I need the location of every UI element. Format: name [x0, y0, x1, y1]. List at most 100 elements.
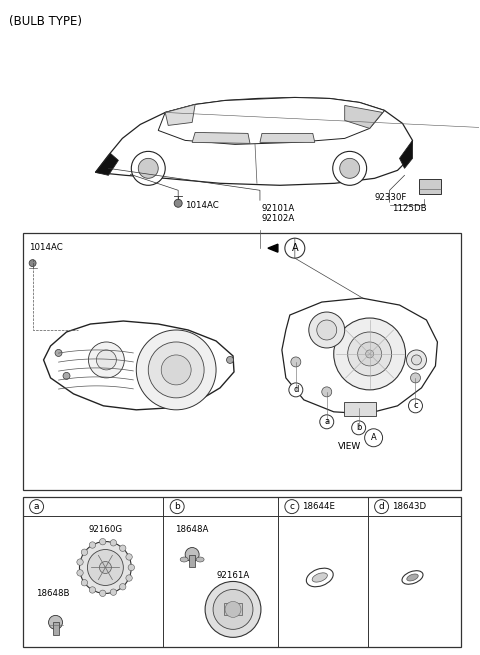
Text: 18644E: 18644E	[302, 502, 335, 511]
Text: 1125DB: 1125DB	[392, 204, 426, 214]
FancyBboxPatch shape	[23, 496, 461, 647]
Circle shape	[77, 559, 83, 565]
Circle shape	[77, 570, 83, 576]
FancyBboxPatch shape	[344, 402, 376, 416]
Ellipse shape	[196, 557, 204, 562]
Text: 92330F: 92330F	[374, 193, 407, 202]
Text: 92102A: 92102A	[262, 214, 295, 223]
Circle shape	[291, 357, 301, 367]
Polygon shape	[399, 140, 412, 168]
Circle shape	[185, 548, 199, 561]
Polygon shape	[282, 298, 437, 414]
Circle shape	[99, 590, 106, 597]
Text: c: c	[289, 502, 294, 511]
Ellipse shape	[402, 571, 423, 584]
Circle shape	[120, 545, 126, 552]
Circle shape	[317, 320, 336, 340]
Ellipse shape	[407, 574, 418, 581]
Circle shape	[161, 355, 191, 385]
Circle shape	[96, 350, 116, 370]
Ellipse shape	[180, 557, 188, 562]
Text: VIEW: VIEW	[338, 441, 361, 451]
Circle shape	[358, 342, 382, 366]
Text: 1014AC: 1014AC	[29, 243, 62, 252]
Text: 92160G: 92160G	[88, 525, 122, 534]
Circle shape	[110, 540, 117, 546]
Circle shape	[126, 575, 132, 581]
Text: d: d	[293, 385, 299, 394]
Polygon shape	[44, 321, 234, 410]
Polygon shape	[260, 134, 315, 142]
Circle shape	[227, 356, 233, 364]
Text: c: c	[413, 402, 418, 410]
Circle shape	[174, 199, 182, 207]
Circle shape	[138, 159, 158, 178]
FancyBboxPatch shape	[420, 179, 442, 195]
Circle shape	[408, 399, 422, 413]
Circle shape	[55, 350, 62, 356]
Polygon shape	[165, 105, 195, 125]
Ellipse shape	[312, 573, 327, 582]
Text: 1014AC: 1014AC	[185, 201, 219, 210]
Circle shape	[348, 332, 392, 376]
Circle shape	[322, 387, 332, 397]
Text: 18648A: 18648A	[175, 525, 209, 534]
Circle shape	[320, 415, 334, 429]
Polygon shape	[345, 105, 383, 128]
Circle shape	[285, 500, 299, 514]
Polygon shape	[96, 98, 412, 185]
Circle shape	[99, 561, 111, 574]
Circle shape	[126, 553, 132, 560]
Circle shape	[99, 538, 106, 545]
Circle shape	[148, 342, 204, 398]
Text: A: A	[371, 433, 376, 442]
Circle shape	[132, 151, 165, 185]
Circle shape	[366, 350, 373, 358]
Circle shape	[333, 151, 367, 185]
Polygon shape	[192, 132, 250, 143]
Circle shape	[407, 350, 426, 370]
Circle shape	[128, 565, 134, 571]
Circle shape	[170, 500, 184, 514]
Ellipse shape	[306, 568, 333, 587]
Text: a: a	[324, 417, 329, 426]
Circle shape	[30, 500, 44, 514]
Text: 92101A: 92101A	[262, 204, 295, 214]
Text: b: b	[356, 423, 361, 432]
FancyBboxPatch shape	[189, 555, 195, 567]
FancyBboxPatch shape	[224, 603, 242, 616]
Text: (BULB TYPE): (BULB TYPE)	[9, 14, 82, 28]
Circle shape	[225, 601, 241, 618]
Circle shape	[411, 355, 421, 365]
Circle shape	[340, 159, 360, 178]
Circle shape	[374, 500, 389, 514]
Text: A: A	[291, 243, 298, 253]
Circle shape	[63, 373, 70, 379]
FancyBboxPatch shape	[52, 622, 59, 635]
Circle shape	[89, 587, 96, 593]
Circle shape	[89, 542, 96, 548]
Polygon shape	[158, 98, 384, 144]
Circle shape	[205, 582, 261, 637]
Circle shape	[309, 312, 345, 348]
Circle shape	[120, 584, 126, 590]
Circle shape	[354, 403, 364, 413]
Circle shape	[29, 259, 36, 267]
Text: a: a	[34, 502, 39, 511]
Circle shape	[136, 330, 216, 410]
Circle shape	[110, 589, 117, 595]
Circle shape	[87, 550, 123, 586]
Circle shape	[81, 580, 88, 586]
Circle shape	[334, 318, 406, 390]
Text: 92161A: 92161A	[216, 571, 250, 580]
Text: 18643D: 18643D	[392, 502, 426, 511]
FancyBboxPatch shape	[23, 233, 461, 490]
Circle shape	[352, 421, 366, 435]
Circle shape	[81, 549, 88, 555]
Circle shape	[88, 342, 124, 378]
Text: 18648B: 18648B	[36, 590, 69, 599]
Circle shape	[410, 373, 420, 383]
Circle shape	[285, 238, 305, 258]
Circle shape	[365, 429, 383, 447]
Circle shape	[80, 542, 132, 593]
